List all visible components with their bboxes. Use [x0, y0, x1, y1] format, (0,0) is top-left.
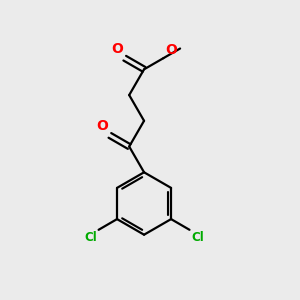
Text: O: O — [97, 119, 108, 133]
Text: Cl: Cl — [191, 231, 204, 244]
Text: Cl: Cl — [84, 231, 97, 244]
Text: O: O — [111, 42, 123, 56]
Text: O: O — [165, 43, 177, 57]
